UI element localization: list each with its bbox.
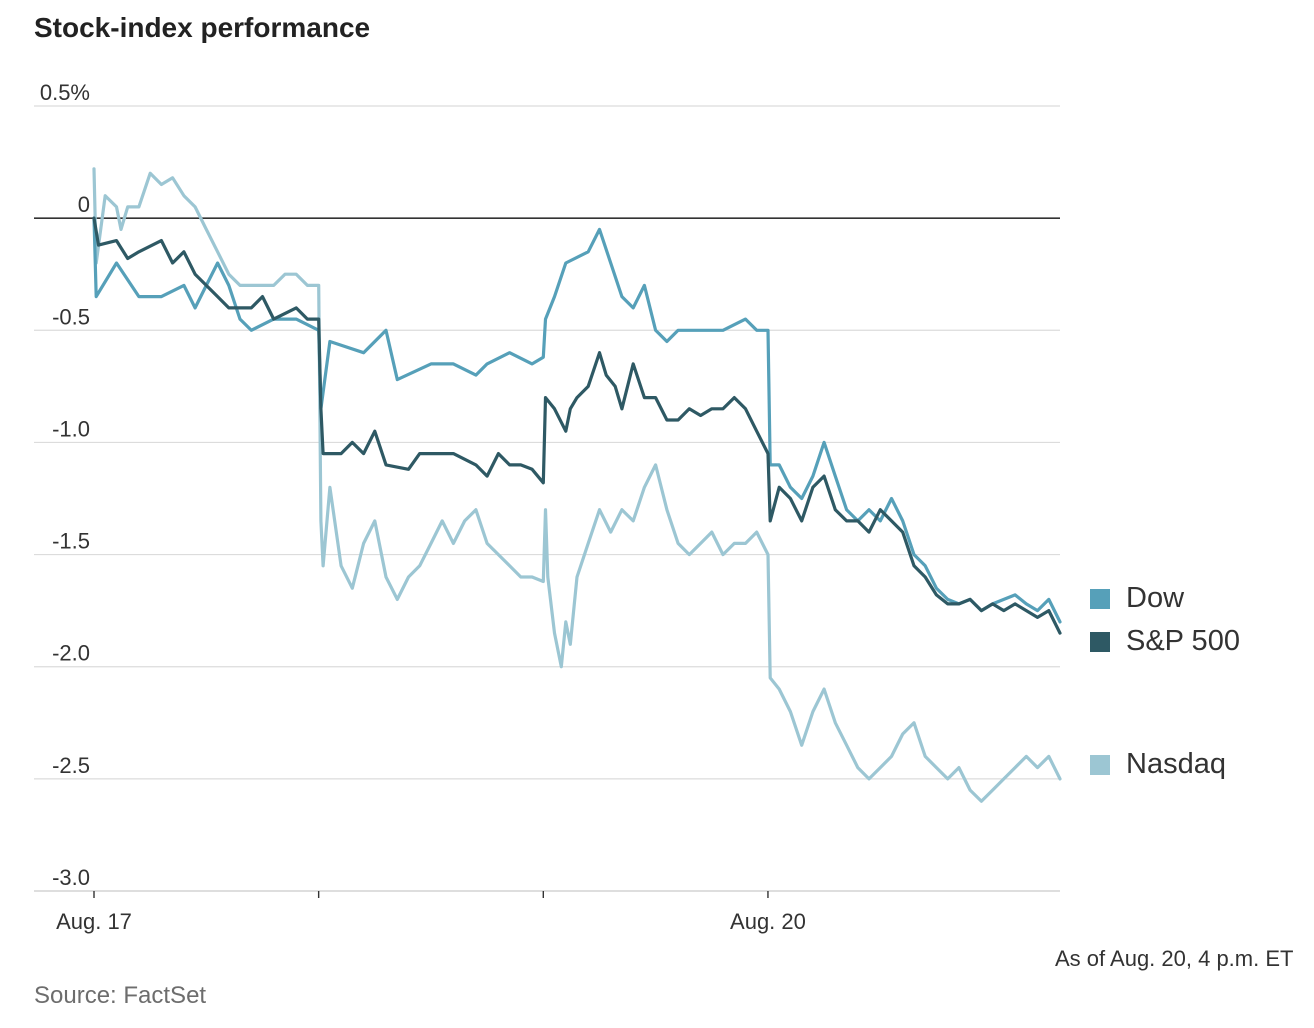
series-line-nasdaq (92, 167, 1062, 803)
y-tick-label: -0.5 (52, 304, 90, 329)
legend-swatch-sp500 (1090, 631, 1110, 652)
x-axis: Aug. 17 Aug. 20 (34, 890, 1060, 934)
legend-item-nasdaq: Nasdaq (1090, 748, 1226, 781)
y-tick-label: -1.5 (52, 529, 90, 554)
legend-label-dow: Dow (1126, 582, 1185, 614)
legend-item-dow: Dow (1090, 582, 1184, 615)
grid-lines (34, 105, 1060, 892)
series-line-sp500 (92, 216, 1062, 635)
legend-item-sp500: S&P 500 (1090, 625, 1240, 658)
legend-swatch-nasdaq (1090, 754, 1110, 775)
y-tick-label: 0.5% (40, 80, 90, 105)
timestamp-note: As of Aug. 20, 4 p.m. ET (1055, 946, 1294, 971)
y-tick-label: -1.0 (52, 416, 90, 441)
y-axis-tick-labels: 0.5% 0 -0.5 -1.0 -1.5 -2.0 -2.5 -3.0 (40, 80, 90, 890)
series-line-dow (92, 216, 1062, 624)
y-tick-label: -3.0 (52, 865, 90, 890)
legend-label-nasdaq: Nasdaq (1126, 748, 1226, 780)
legend-label-sp500: S&P 500 (1126, 625, 1240, 657)
source-note: Source: FactSet (34, 982, 207, 1009)
series-lines (92, 167, 1062, 803)
legend-swatch-dow (1090, 588, 1110, 609)
y-tick-label: -2.0 (52, 641, 90, 666)
y-tick-label: 0 (78, 192, 90, 217)
x-tick-label: Aug. 17 (56, 909, 132, 934)
x-tick-label: Aug. 20 (730, 909, 806, 934)
y-tick-label: -2.5 (52, 753, 90, 778)
chart-title: Stock-index performance (34, 12, 371, 43)
